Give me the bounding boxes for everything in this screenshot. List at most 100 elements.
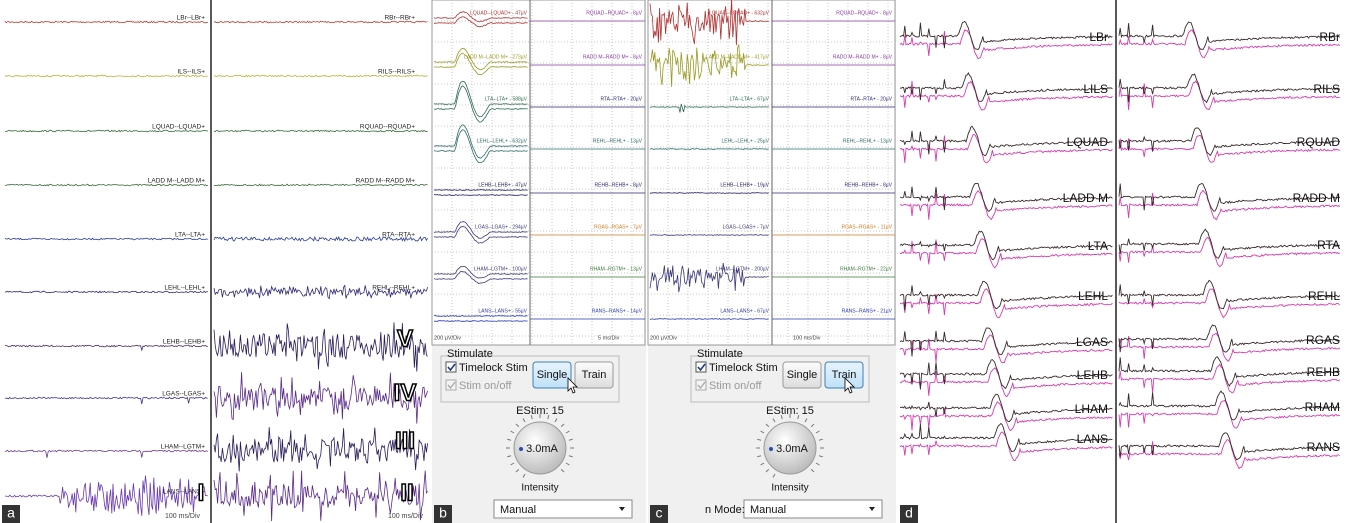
trace-label: RHAM--RGTM+ - 22µV [840, 266, 893, 272]
trace-label: LEHL--LEHL+ - 632µV [477, 138, 528, 144]
trace-label: RGAS--RGAS+ - 11µV [842, 224, 893, 230]
channel-label: RADD M [1293, 191, 1340, 205]
trace-label: RGAS--RGAS+ - 7µV [594, 224, 643, 230]
channel-label: LEHB--LEHB+ [163, 339, 205, 346]
channel-label: REHL--REHL+ [372, 285, 415, 292]
scale-label: 100 ms/Div [388, 513, 424, 520]
knob-label: Intensity [521, 483, 558, 494]
channel-label: LBr--LBr+ [177, 15, 206, 22]
panel-a-bg [0, 0, 430, 523]
channel-label: RQUAD--RQUAD+ [360, 124, 415, 131]
trace-label: LTA--LTA+ - 588µV [485, 96, 528, 102]
knob-value: 3.0mA [526, 443, 558, 455]
scale-label: 200 µV/Div [650, 335, 677, 341]
trace-label: LTA--LTA+ - 67µV [730, 96, 770, 102]
channel-label: RTA--RTA+ [382, 232, 415, 239]
channel-label: REHB [1307, 365, 1340, 379]
channel-label: LTA--LTA+ [175, 232, 205, 239]
numeral: III [395, 427, 415, 454]
trace-label: LEHL--LEHL+ - 25µV [722, 138, 770, 144]
trace-label: RQUAD--RQUAD+ - 8µV [836, 10, 892, 16]
button-label: Train [832, 369, 857, 381]
knob-dot [519, 447, 523, 451]
group-title: Stimulate [447, 348, 493, 360]
numeral: II [400, 479, 413, 506]
trace-label: RANS--RANS+ - 21µV [842, 308, 893, 314]
trace [650, 319, 769, 320]
checkbox[interactable] [446, 380, 456, 390]
channel-label: LHAM [1075, 402, 1108, 416]
numeral: IV [394, 379, 417, 406]
panel-letter: c [656, 505, 663, 521]
channel-label: ILS--ILS+ [177, 69, 205, 76]
trace-label: RTA--RTA+ - 20µV [600, 96, 642, 102]
channel-label: LEHB [1077, 368, 1108, 382]
channel-label: LGAS [1076, 335, 1108, 349]
channel-label: LBr [1089, 30, 1108, 44]
panel-letter: a [7, 505, 15, 521]
dropdown-label: n Mode: [705, 504, 745, 516]
checkbox-label: Stim on/off [709, 380, 762, 392]
trace [650, 149, 769, 150]
channel-label: RILS--RILS+ [378, 69, 415, 76]
scale-label: 100 ms/Div [793, 335, 821, 341]
channel-label: LEHL [1078, 289, 1108, 303]
channel-label: RGAS [1306, 333, 1340, 347]
knob-dot [769, 447, 773, 451]
channel-label: RILS [1313, 82, 1340, 96]
trace-label: REHL--REHL+ - 13µV [843, 138, 893, 144]
channel-label: LTA [1088, 239, 1108, 253]
channel-label: LADD M [1063, 191, 1108, 205]
channel-label: LILS [1083, 82, 1108, 96]
knob-value: 3.0mA [776, 443, 808, 455]
channel-label: RQUAD [1297, 135, 1341, 149]
graph-bg [432, 0, 645, 345]
scale-label: 5 ms/Div [598, 335, 620, 341]
trace-label: LGAS--LGAS+ - 294µV [475, 224, 528, 230]
channel-label: LHAM--LGTM+ [161, 444, 205, 451]
channel-label: REHL [1308, 289, 1340, 303]
channel-label: LQUAD--LQUAD+ [152, 124, 205, 131]
trace-label: LANS--LANS+ - 55µV [478, 308, 527, 314]
trace-label: RANS--RANS+ - 14µV [592, 308, 643, 314]
scale-label: 100 ms/Div [165, 513, 201, 520]
trace-label: LEHB--LEHB+ - 47µV [478, 182, 527, 188]
trace-label: RQUAD--RQUAD+ - 8µV [586, 10, 642, 16]
channel-label: LANS [1077, 432, 1108, 446]
trace-label: RTA--RTA+ - 20µV [850, 96, 892, 102]
channel-label: LEHL--LEHL+ [164, 285, 205, 292]
trace-label: REHL--REHL+ - 13µV [593, 138, 643, 144]
trace-label: LADD M--LADD M+ - 273µV [464, 54, 528, 60]
trace-label: RHAM--RGTM+ - 13µV [590, 266, 643, 272]
checkbox-label: Timelock Stim [459, 362, 528, 374]
panel-letter: d [905, 505, 913, 521]
channel-label: LGAS--LGAS+ [162, 391, 205, 398]
numeral: I [198, 479, 205, 506]
numeral: V [397, 325, 413, 352]
channel-label: LQUAD [1067, 135, 1109, 149]
trace-label: LGAS--LGAS+ - 7µV [723, 224, 770, 230]
trace-label: LQUAD--LQUAD+ - 47µV [470, 10, 528, 16]
channel-label: RADD M--RADD M+ [356, 178, 416, 185]
panel-letter: b [439, 505, 447, 521]
channel-label: LADD M--LADD M+ [148, 178, 205, 185]
channel-label: RTA [1317, 238, 1340, 252]
scale-label: 200 µV/Div [434, 335, 461, 341]
trace-label: REHB--REHB+ - 8µV [845, 182, 893, 188]
button-label: Train [582, 369, 607, 381]
trace-label: LANS--LANS+ - 67µV [720, 308, 769, 314]
knob-label: Intensity [771, 483, 808, 494]
channel-label: RHAM [1305, 400, 1340, 414]
trace-label: REHB--REHB+ - 8µV [595, 182, 643, 188]
checkbox-label: Timelock Stim [709, 362, 778, 374]
channel-label: RBr [1319, 30, 1340, 44]
button-label: Single [787, 369, 818, 381]
trace-label: LEHB--LEHB+ - 19µV [720, 182, 769, 188]
dropdown-value: Manual [500, 504, 536, 516]
trace-label: RADD M--RADD M+ - 8µV [833, 54, 893, 60]
trace-label: LHAM--LGTM+ - 100µV [474, 266, 528, 272]
channel-label: RANS [1307, 440, 1340, 454]
channel-label: RBr--RBr+ [384, 15, 415, 22]
trace-label: RADD M--RADD M+ - 8µV [583, 54, 643, 60]
group-title: Stimulate [697, 348, 743, 360]
